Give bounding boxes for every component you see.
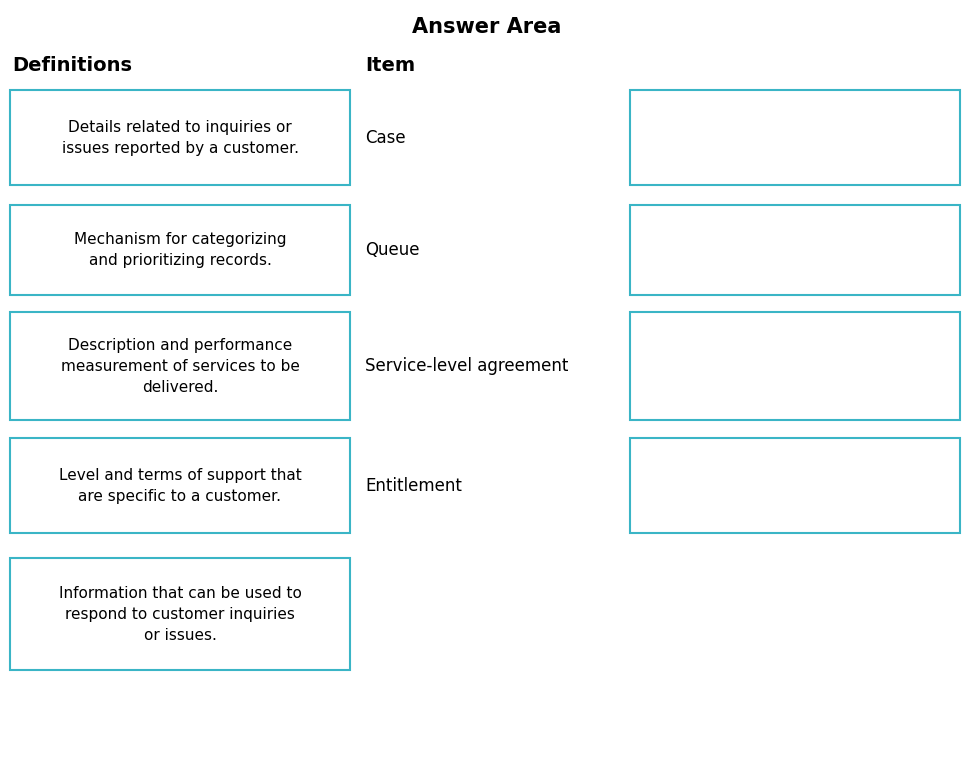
Text: Level and terms of support that
are specific to a customer.: Level and terms of support that are spec… [58,467,301,503]
Text: Service-level agreement: Service-level agreement [365,357,569,375]
Text: Mechanism for categorizing
and prioritizing records.: Mechanism for categorizing and prioritiz… [74,232,286,268]
FancyBboxPatch shape [10,90,350,185]
FancyBboxPatch shape [630,312,960,420]
FancyBboxPatch shape [10,558,350,670]
FancyBboxPatch shape [10,312,350,420]
FancyBboxPatch shape [630,438,960,533]
Text: Information that can be used to
respond to customer inquiries
or issues.: Information that can be used to respond … [58,585,301,643]
Text: Item: Item [365,56,415,74]
Text: Answer Area: Answer Area [412,17,562,37]
Text: Queue: Queue [365,241,420,259]
Text: Definitions: Definitions [12,56,132,74]
Text: Details related to inquiries or
issues reported by a customer.: Details related to inquiries or issues r… [61,119,298,155]
Text: Description and performance
measurement of services to be
delivered.: Description and performance measurement … [60,337,299,395]
Text: Case: Case [365,129,405,147]
FancyBboxPatch shape [630,90,960,185]
FancyBboxPatch shape [10,205,350,295]
FancyBboxPatch shape [10,438,350,533]
Text: Entitlement: Entitlement [365,477,462,495]
FancyBboxPatch shape [630,205,960,295]
